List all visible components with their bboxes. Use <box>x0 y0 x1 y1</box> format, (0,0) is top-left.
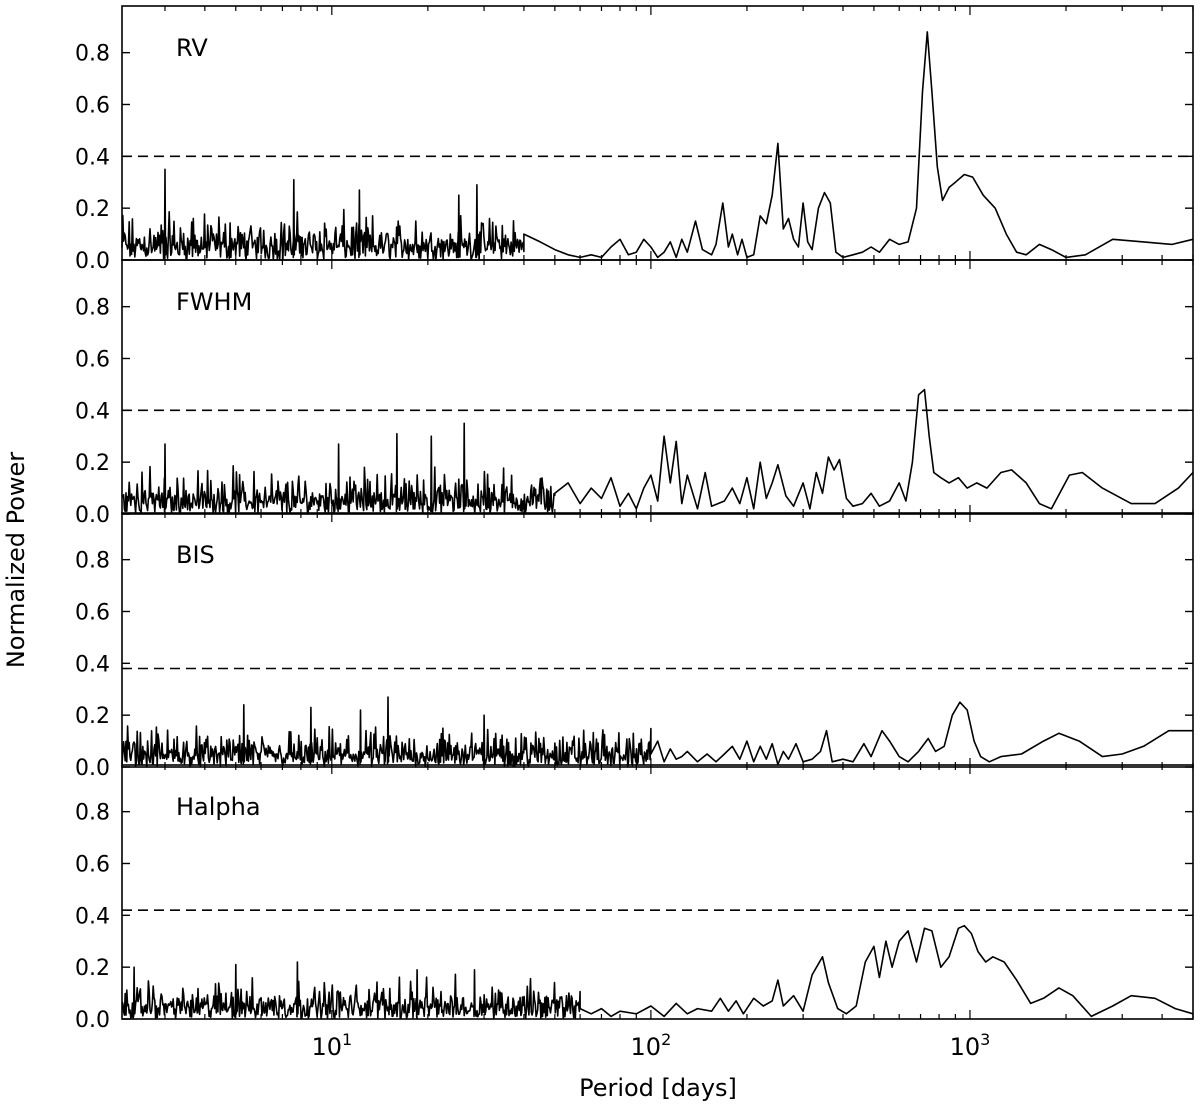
panel-frame <box>121 764 1194 1020</box>
y-tick-label: 0.2 <box>75 451 110 476</box>
y-tick-label: 0.6 <box>75 347 110 372</box>
y-tick-label: 0.4 <box>75 145 110 170</box>
y-tick-label: 0.0 <box>75 756 110 781</box>
power-series-line-halpha <box>121 924 1194 1020</box>
y-tick-label: 0.0 <box>75 1008 110 1033</box>
y-tick-label: 0.8 <box>75 549 110 574</box>
x-tick-label: 101 <box>311 1030 352 1061</box>
y-tick-label: 0.4 <box>75 904 110 929</box>
y-tick-label: 0.2 <box>75 197 110 222</box>
y-axis-label: Normalized Power <box>2 452 30 668</box>
y-tick-label: 0.6 <box>75 600 110 625</box>
panel-frame <box>121 512 1194 768</box>
x-axis-label: Period [days] <box>579 1074 737 1102</box>
panel-halpha: 0.0 0.2 0.4 0.6 0.8 Halpha <box>75 764 1194 1033</box>
power-series-line-fwhm <box>121 388 1194 515</box>
y-tick-label: 0.4 <box>75 399 110 424</box>
y-tick-label: 0.4 <box>75 652 110 677</box>
panel-label: Halpha <box>176 793 261 821</box>
y-tick-label: 0.2 <box>75 956 110 981</box>
panel-label: FWHM <box>176 288 252 316</box>
panel-frame <box>121 259 1194 515</box>
y-tick-label: 0.6 <box>75 93 110 118</box>
y-tick-label: 0.2 <box>75 704 110 729</box>
y-tick-label: 0.6 <box>75 852 110 877</box>
panel-label: BIS <box>176 541 215 569</box>
x-tick-label: 103 <box>950 1030 991 1061</box>
panel-bis: 0.0 0.2 0.4 0.6 0.8 BIS <box>75 512 1194 781</box>
panel-rv: 0.0 0.2 0.4 0.6 0.8 RV <box>75 5 1194 274</box>
y-tick-label: 0.8 <box>75 801 110 826</box>
y-tick-label: 0.0 <box>75 503 110 528</box>
panel-fwhm: 0.0 0.2 0.4 0.6 0.8 FWHM <box>75 259 1194 528</box>
power-series-line-bis <box>121 696 1193 768</box>
y-tick-label: 0.8 <box>75 296 110 321</box>
power-series-line-rv <box>121 31 1194 261</box>
y-tick-label: 0.8 <box>75 42 110 67</box>
panel-frame <box>121 5 1194 261</box>
x-tick-label: 102 <box>631 1030 672 1061</box>
panel-label: RV <box>176 34 208 62</box>
y-tick-label: 0.0 <box>75 249 110 274</box>
